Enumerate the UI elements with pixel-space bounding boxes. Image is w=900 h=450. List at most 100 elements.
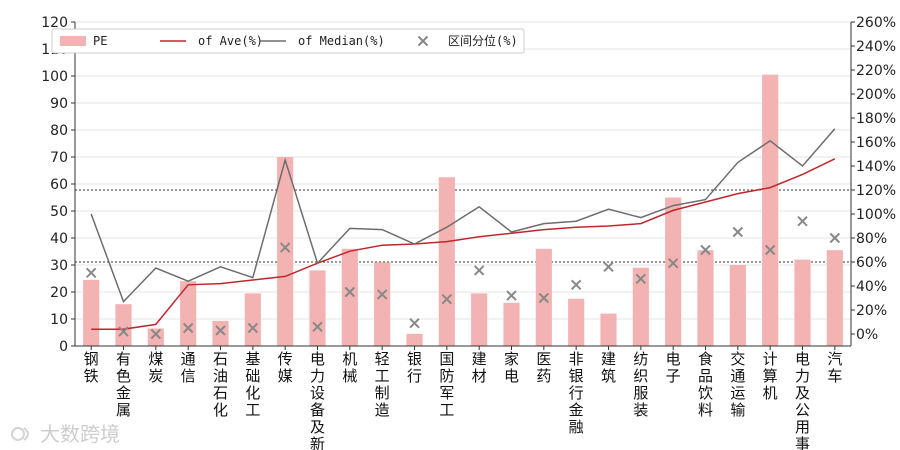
scatter-point	[182, 322, 194, 334]
category-label: 机械	[342, 350, 357, 385]
right-tick-label: 40%	[856, 279, 887, 295]
category-label: 非银行金融	[569, 350, 584, 436]
scatter-point	[667, 257, 679, 269]
bar-pe	[729, 265, 746, 346]
category-label: 汽车	[827, 350, 842, 385]
legend-label: of Ave(%)	[198, 34, 263, 48]
category-label: 家电	[504, 350, 519, 385]
watermark: 大数跨境	[11, 422, 120, 446]
category-label: 石油石化	[213, 350, 228, 419]
scatter-point	[279, 242, 291, 253]
right-tick-label: 80%	[856, 231, 887, 247]
bar-series-pe	[83, 74, 843, 347]
category-label: 交通运输	[730, 350, 745, 419]
scatter-point	[603, 261, 614, 273]
bar-pe	[83, 279, 100, 346]
line-series-layer	[90, 128, 836, 330]
bar-pe	[115, 304, 132, 346]
scatter-point	[797, 215, 808, 227]
scatter-point	[538, 292, 550, 304]
right-tick-label: 240%	[856, 39, 896, 55]
right-tick-label: 200%	[856, 87, 896, 103]
axes: 01020304050607080901001101200%20%40%60%8…	[41, 15, 896, 450]
bar-pe	[212, 320, 229, 346]
right-tick-label: 120%	[856, 183, 896, 199]
category-label: 有色金属	[116, 350, 131, 419]
scatter-point	[150, 328, 162, 340]
bar-pe	[309, 270, 326, 346]
left-tick-label: 40	[50, 231, 68, 247]
category-label: 轻工制造	[375, 350, 390, 419]
right-tick-label: 100%	[856, 207, 896, 223]
category-label: 建材	[472, 350, 487, 385]
bar-pe	[341, 248, 358, 346]
category-label: 煤炭	[148, 350, 163, 385]
watermark-text: 大数跨境	[40, 422, 120, 446]
bar-pe	[762, 74, 779, 347]
category-label: 传媒	[278, 350, 293, 385]
scatter-point	[829, 232, 841, 244]
bar-pe	[794, 259, 811, 346]
legend-label: 区间分位(%)	[448, 33, 518, 48]
category-label: 钢铁	[84, 350, 99, 385]
category-label: 计算机	[763, 350, 778, 402]
bar-pe	[600, 313, 617, 346]
line-series-ave	[91, 158, 836, 330]
category-label: 医药	[536, 350, 551, 385]
reference-lines	[75, 189, 851, 263]
right-tick-label: 180%	[856, 111, 896, 127]
bar-pe	[438, 177, 455, 346]
right-tick-label: 140%	[856, 159, 896, 175]
category-label: 纺织服装	[633, 350, 648, 419]
right-tick-label: 260%	[856, 15, 896, 31]
left-tick-label: 70	[50, 150, 68, 166]
scatter-point	[473, 265, 485, 276]
right-tick-label: 0%	[856, 327, 878, 343]
legend-box	[51, 28, 525, 54]
category-label: 通信	[181, 350, 196, 385]
category-label: 银行	[407, 350, 422, 385]
scatter-series-percentile	[85, 215, 841, 340]
legend-label: PE	[93, 34, 107, 48]
category-label: 电子	[666, 350, 681, 385]
scatter-point	[441, 293, 453, 305]
left-tick-label: 50	[50, 204, 68, 220]
scatter-point	[764, 244, 776, 256]
scatter-point	[312, 321, 323, 333]
category-label: 基础化工	[245, 350, 260, 419]
scatter-point	[732, 226, 744, 238]
category-label: 建筑	[601, 350, 616, 385]
legend-label: of Median(%)	[298, 34, 385, 48]
bar-pe	[147, 328, 164, 346]
bar-pe	[180, 281, 197, 346]
scatter-point	[700, 244, 711, 256]
left-tick-label: 0	[59, 339, 68, 355]
bar-pe	[503, 302, 520, 346]
scatter-point	[247, 322, 259, 334]
category-label: 国防军工	[439, 350, 454, 419]
scatter-point	[409, 317, 420, 329]
scatter-point	[635, 273, 647, 285]
scatter-point	[215, 325, 226, 336]
right-tick-label: 60%	[856, 255, 887, 271]
scatter-point	[376, 289, 388, 300]
category-label: 电力设备及新	[310, 350, 325, 450]
left-tick-label: 10	[50, 312, 68, 328]
category-label: 电力及公用事业	[795, 350, 810, 450]
bar-pe	[244, 293, 261, 346]
scatter-point	[570, 279, 582, 291]
bar-pe	[471, 293, 488, 346]
bar-pe	[568, 298, 585, 346]
left-tick-label: 30	[50, 258, 68, 274]
left-tick-label: 90	[50, 96, 68, 112]
scatter-point	[506, 290, 517, 301]
bar-pe	[374, 262, 391, 346]
left-tick-label: 20	[50, 285, 68, 301]
left-tick-label: 120	[41, 15, 68, 31]
bar-pe	[632, 267, 649, 346]
legend-swatch-x	[417, 35, 429, 47]
right-tick-label: 220%	[856, 63, 896, 79]
watermark-logo-icon	[11, 427, 29, 441]
